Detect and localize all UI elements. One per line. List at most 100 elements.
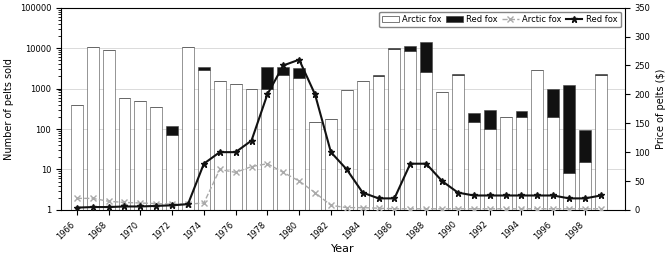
Red fox <box>168 204 176 207</box>
Red fox <box>232 151 240 154</box>
Arctic fox <box>422 207 430 210</box>
Bar <box>389 49 401 258</box>
Bar <box>182 47 194 258</box>
Arctic fox <box>184 203 192 206</box>
Arctic fox <box>232 171 240 174</box>
Bar <box>420 72 432 258</box>
Bar <box>341 90 352 258</box>
Arctic fox <box>327 204 335 207</box>
Red fox <box>311 93 319 96</box>
Red fox <box>121 205 129 208</box>
Bar <box>198 67 210 70</box>
Arctic fox <box>263 162 271 165</box>
Bar <box>230 84 242 258</box>
Red fox <box>247 139 255 142</box>
Bar <box>293 78 305 258</box>
Red fox <box>597 194 605 197</box>
Arctic fox <box>136 201 144 205</box>
Red fox <box>295 58 303 61</box>
Bar <box>484 110 496 129</box>
Bar <box>71 105 83 258</box>
Bar <box>500 117 511 258</box>
Red fox <box>327 151 335 154</box>
Arctic fox <box>216 168 224 171</box>
Arctic fox <box>279 171 287 174</box>
Bar <box>261 88 273 258</box>
Arctic fox <box>470 207 478 210</box>
Red fox <box>375 197 383 200</box>
Red fox <box>358 191 366 194</box>
Red fox <box>216 151 224 154</box>
Bar <box>166 135 178 258</box>
Bar <box>468 113 480 122</box>
Bar <box>531 70 543 258</box>
Red fox <box>263 93 271 96</box>
Legend: Arctic fox, Red fox, Arctic fox, Red fox: Arctic fox, Red fox, Arctic fox, Red fox <box>379 12 620 28</box>
Bar <box>452 75 464 258</box>
Arctic fox <box>121 201 129 204</box>
Bar <box>373 76 385 258</box>
Line: Arctic fox: Arctic fox <box>74 161 604 212</box>
Line: Red fox: Red fox <box>73 56 604 211</box>
Bar <box>261 67 273 88</box>
Bar <box>373 75 385 76</box>
Arctic fox <box>311 191 319 194</box>
Red fox <box>279 64 287 67</box>
Bar <box>245 88 257 258</box>
Bar <box>325 119 337 258</box>
Arctic fox <box>565 207 573 210</box>
Red fox <box>88 206 96 209</box>
Arctic fox <box>358 206 366 209</box>
Bar <box>356 82 368 258</box>
Arctic fox <box>168 203 176 206</box>
Bar <box>595 75 607 258</box>
Arctic fox <box>533 207 541 210</box>
Y-axis label: Price of pelts ($): Price of pelts ($) <box>656 69 666 149</box>
Bar <box>563 85 575 173</box>
Bar <box>515 111 527 117</box>
Red fox <box>152 204 160 207</box>
Bar <box>515 117 527 258</box>
Arctic fox <box>486 207 494 210</box>
Red fox <box>391 197 399 200</box>
Red fox <box>105 206 113 209</box>
Arctic fox <box>597 207 605 210</box>
Red fox <box>200 162 208 165</box>
Red fox <box>565 197 573 200</box>
Bar <box>198 70 210 258</box>
Bar <box>484 129 496 258</box>
Arctic fox <box>438 207 446 210</box>
Red fox <box>343 168 351 171</box>
Arctic fox <box>73 197 81 200</box>
Arctic fox <box>502 207 510 210</box>
Arctic fox <box>343 206 351 209</box>
Red fox <box>502 194 510 197</box>
Bar <box>420 42 432 72</box>
Arctic fox <box>454 207 462 210</box>
Red fox <box>438 180 446 183</box>
Red fox <box>549 194 557 197</box>
Arctic fox <box>105 200 113 203</box>
Bar <box>436 93 448 258</box>
Red fox <box>533 194 541 197</box>
Arctic fox <box>295 180 303 183</box>
Red fox <box>422 162 430 165</box>
Red fox <box>470 194 478 197</box>
Arctic fox <box>88 197 96 200</box>
Arctic fox <box>581 207 589 210</box>
Red fox <box>136 205 144 208</box>
Arctic fox <box>152 202 160 205</box>
Bar <box>579 162 591 258</box>
Bar <box>86 47 98 258</box>
Bar <box>468 122 480 258</box>
Bar <box>405 46 416 51</box>
Bar <box>135 101 146 258</box>
Bar <box>595 74 607 75</box>
Arctic fox <box>375 207 383 210</box>
Red fox <box>454 191 462 194</box>
Bar <box>166 126 178 135</box>
Arctic fox <box>200 201 208 205</box>
Red fox <box>184 203 192 206</box>
Bar <box>150 107 162 258</box>
Red fox <box>581 197 589 200</box>
